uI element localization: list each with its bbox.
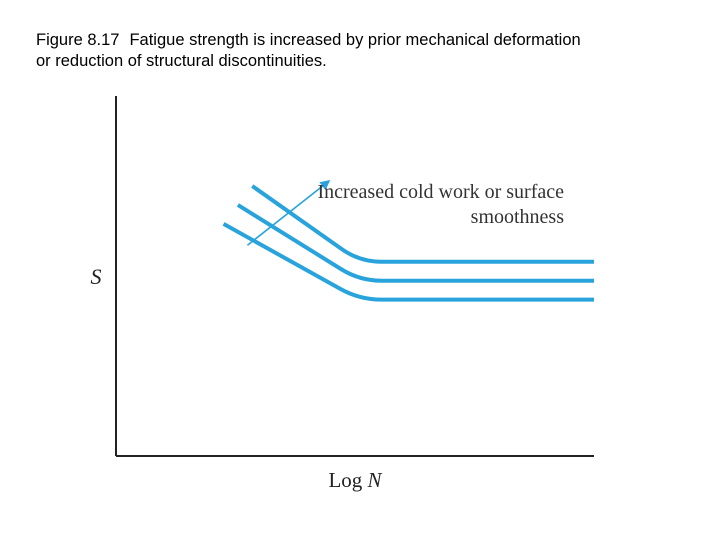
x-axis-label: Log N [328, 468, 382, 492]
series-line-2 [236, 203, 594, 283]
x-axis-label-variable: N [367, 468, 383, 492]
series-layer [222, 184, 594, 302]
series-line-3 [222, 222, 594, 302]
y-axis-label: S [91, 264, 102, 289]
series-line-1 [251, 184, 594, 264]
annotation-line-1: Increased cold work or surface [317, 181, 564, 203]
x-axis-label-prefix: Log [328, 468, 367, 492]
caption-text-1: Fatigue strength is increased by prior m… [129, 31, 581, 49]
increase-arrow [246, 180, 331, 246]
caption-line-2: or reduction of structural discontinuiti… [36, 52, 327, 70]
figure-number: Figure 8.17 [36, 31, 120, 49]
caption-line-1: Figure 8.17 Fatigue strength is increased… [36, 30, 696, 51]
figure-caption: Figure 8.17 Fatigue strength is increased… [36, 30, 696, 72]
annotation-line-2: smoothness [471, 206, 565, 228]
